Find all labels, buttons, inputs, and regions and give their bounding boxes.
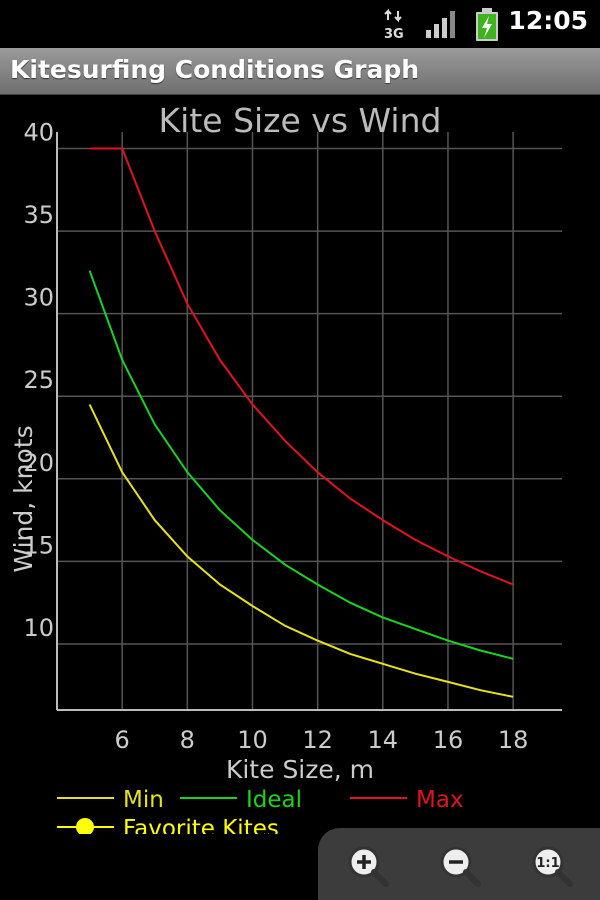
zoom-out-icon[interactable]: [436, 842, 484, 890]
y-tick-label: 20: [23, 449, 54, 477]
series-line-ideal: [88, 270, 514, 660]
chart-axes: [56, 132, 562, 711]
x-tick-label: 18: [498, 726, 529, 754]
x-tick-label: 16: [433, 726, 464, 754]
chart-title: Kite Size vs Wind: [159, 101, 442, 140]
series-line-min: [88, 404, 514, 698]
chart-series: [88, 147, 514, 698]
legend-label: Min: [123, 787, 164, 813]
series-line-max: [89, 147, 514, 586]
y-tick-label: 15: [23, 531, 54, 559]
x-axis-label: Kite Size, m: [226, 755, 374, 784]
chart-legend: Min Ideal Max Favorite Kites: [57, 787, 464, 834]
x-tick-label: 6: [115, 726, 130, 754]
y-tick-label: 35: [23, 201, 54, 229]
x-tick-label: 8: [180, 726, 195, 754]
x-tick-label: 14: [368, 726, 399, 754]
y-tick-label: 25: [23, 366, 54, 394]
chart-grid: [57, 132, 562, 710]
zoom-reset-icon[interactable]: 1:1: [528, 842, 576, 890]
data-transfer-icon: 3G: [384, 8, 404, 40]
kite-size-wind-chart: Kite Size vs Wind 6 8 10 12 14 16 18 10 15 20 25 30…: [9, 101, 562, 834]
app-title: Kitesurfing Conditions Graph: [10, 55, 420, 84]
x-tick-label: 12: [302, 726, 333, 754]
zoom-controls: 1:1: [318, 828, 600, 900]
y-tick-label: 10: [23, 614, 54, 642]
zoom-reset-label: 1:1: [536, 856, 559, 871]
app-title-bar: Kitesurfing Conditions Graph: [0, 48, 600, 95]
y-tick-label: 40: [23, 119, 54, 147]
zoom-in-icon[interactable]: [344, 842, 392, 890]
legend-label: Max: [416, 787, 464, 813]
status-bar: 3G 12:05: [0, 0, 600, 48]
network-type-label: 3G: [384, 27, 404, 40]
signal-icon: [426, 11, 455, 38]
battery-charging-icon: [476, 8, 498, 41]
chart-tick-labels: 6 8 10 12 14 16 18 10 15 20 25 30 35 40: [23, 119, 528, 754]
y-tick-label: 30: [23, 284, 54, 312]
status-time: 12:05: [508, 6, 588, 35]
legend-label: Ideal: [246, 787, 302, 813]
legend-label: Favorite Kites: [123, 816, 279, 834]
favorite-kite-marker: [76, 818, 94, 834]
y-axis-label: Wind, knots: [9, 425, 38, 572]
x-tick-label: 10: [237, 726, 268, 754]
